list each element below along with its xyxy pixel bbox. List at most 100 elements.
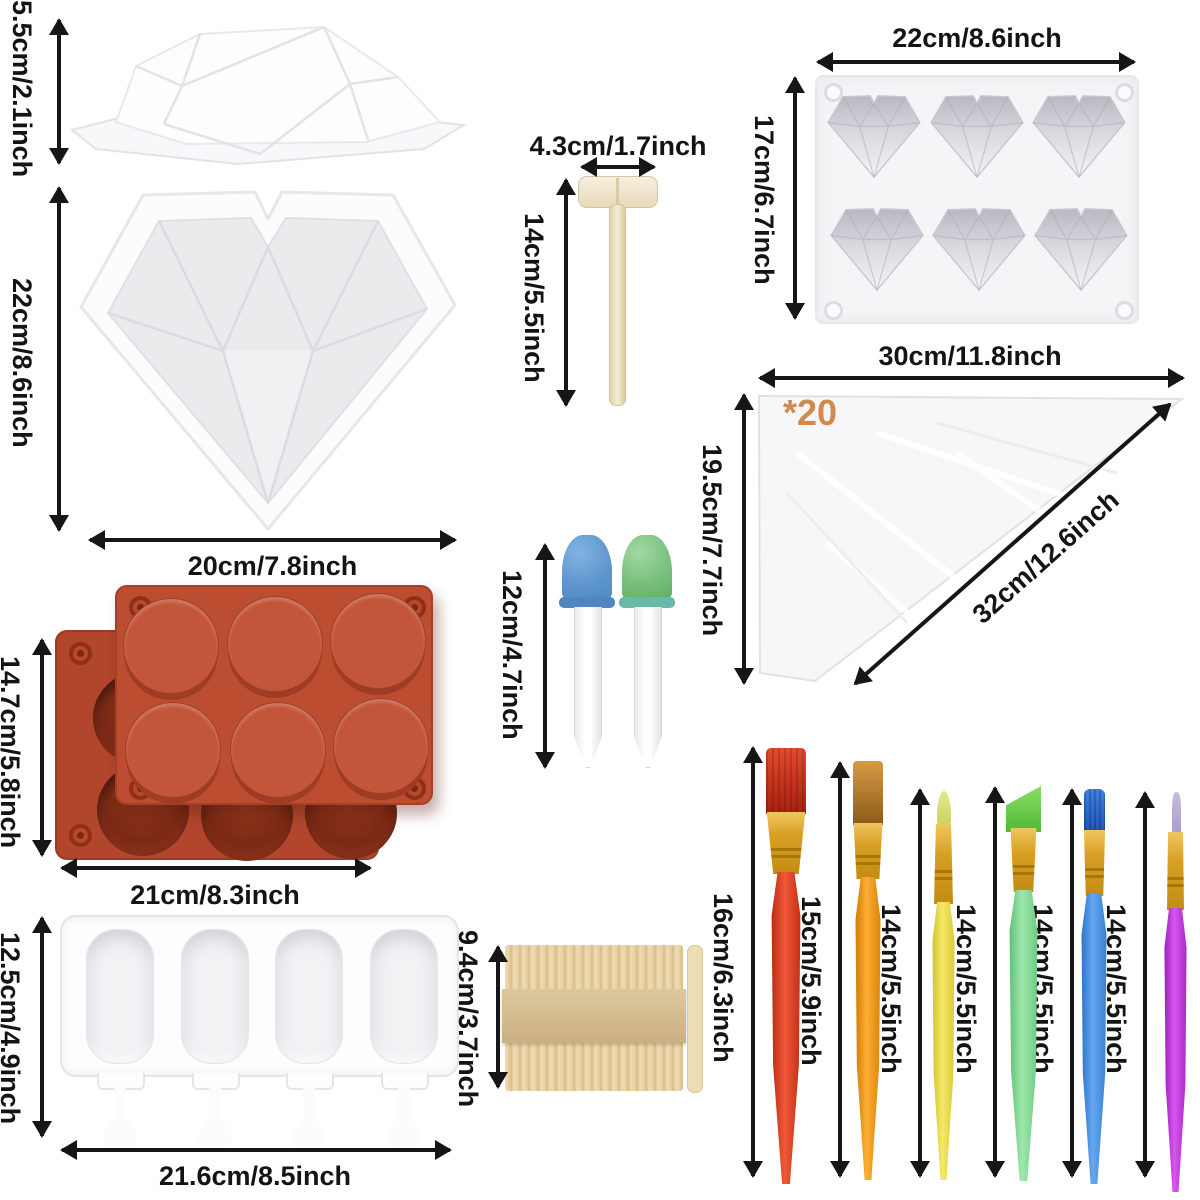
heart-height-label: 22cm/8.6inch [7,278,37,448]
bag-width-label: 30cm/11.8inch [878,341,1062,371]
dimension-arrow-brush-blue [1062,788,1082,1178]
dimension-arrow-brush-yellow [910,788,930,1178]
brush-yellow-length-label: 14cm/5.5inch [876,904,906,1074]
dimension-arrow-bag-height [734,393,754,685]
dimension-arrow-side-mold-height [49,18,69,165]
dimension-arrow-heart-height [49,186,69,532]
popsicle-stick-inserted [292,1085,326,1151]
cakesicle-cavity [370,929,438,1064]
brush-bristles [766,748,806,814]
dimension-arrow-tray-height [785,76,805,320]
brush-ferrule [853,823,883,879]
dimension-arrow-cakesicle-width [60,1140,452,1160]
dropper-length-label: 12cm/4.7inch [497,569,527,740]
dropper-tube [634,607,662,768]
brush-handle [1081,894,1107,1184]
brush-handle [932,902,955,1180]
mold-dome [114,25,442,146]
mallet-head [578,176,658,208]
dimension-arrow-dropper-length [535,543,555,769]
brush-ferrule [766,812,806,874]
dimension-arrow-brush-green [985,786,1005,1178]
tray-corner-hole [824,83,843,102]
heart-cavity-small [827,95,921,178]
mold-cylinder [123,598,219,694]
tray-height-label: 17cm/6.7inch [749,115,779,285]
dropper-tube [574,607,602,768]
bag-height-label: 19.5cm/7.7inch [697,444,727,637]
heart-cavity-small [1034,208,1128,291]
sticks-length-label: 9.4cm/3.7inch [453,929,483,1108]
popsicle-stick-inserted [103,1085,137,1151]
cakesicle-mold [60,915,459,1151]
popsicle-stick-inserted [387,1085,421,1151]
mallet-handle [609,204,626,406]
mold-cylinder [125,702,221,798]
dimension-arrow-heart-width [88,530,457,550]
piping-bag-shape [757,394,1185,683]
cylmold-height-label: 14.7cm/5.8inch [0,656,25,849]
mold-cylinder [227,596,323,692]
tray-corner-hole [824,301,843,320]
heart-mold-side-view [69,25,468,166]
brush-green-length-label: 14cm/5.5inch [951,904,981,1074]
dropper-bulb-blue [562,535,612,599]
cakesicle-cavity [181,929,249,1064]
heart-cavity-small [932,208,1026,291]
cakesicle-height-label: 12.5cm/4.9inch [0,931,25,1125]
mallet-width-label: 4.3cm/1.7inch [529,131,707,161]
mallet-length-label: 14cm/5.5inch [519,213,549,383]
brush-ferrule [1083,830,1106,896]
brush-handle [771,872,801,1184]
tray-width-label: 22cm/8.6inch [892,23,1062,53]
dropper-collar [619,597,675,608]
brush-bristles [937,791,951,826]
dimension-arrow-brush-orange [830,761,850,1178]
dimension-arrow-cylmold-height [32,638,52,857]
brush-bristles [853,761,883,825]
heart-tray-6-cavity [815,75,1139,324]
heart-cavity-small [830,208,924,291]
brush-bristles [1006,786,1041,832]
brush-bristles [1172,792,1181,834]
dimension-arrow-brush-purple [1135,791,1155,1178]
dropper-bulb-green [622,535,672,599]
cylmold-width-label: 21cm/8.3inch [130,880,300,910]
brush-ferrule [1167,832,1184,910]
dimension-arrow-cylmold-width [60,858,372,878]
brush-ferrule [934,824,953,904]
mold-screw [69,824,92,847]
heart-width-label: 20cm/7.8inch [187,551,358,581]
heart-cavity-small [930,95,1024,178]
brush-red-length-label: 16cm/6.3inch [708,892,738,1063]
dimension-arrow-mallet-width [580,157,656,177]
popsicle-stick-single [687,945,703,1093]
brush-orange-length-label: 15cm/5.9inch [796,896,826,1066]
mold-cylinder [330,593,426,689]
heart-mold-top-view [79,190,457,531]
tray-corner-hole [1115,83,1134,102]
mold-cylinder [230,702,326,798]
cakesicle-width-label: 21.6cm/8.5inch [158,1161,352,1191]
mold-cylinder [333,698,429,794]
dimension-arrow-cakesicle-height [32,916,52,1138]
tray-corner-hole [1115,301,1134,320]
sticks-paper-band [502,989,686,1043]
heart-cavity-small [1032,95,1126,178]
dimension-arrow-bag-width [758,368,1185,388]
cakesicle-cavity [275,929,343,1064]
brush-handle [855,877,881,1180]
dropper-collar [559,597,615,608]
dimension-arrow-mallet-length [556,178,576,407]
popsicle-sticks-bundle [502,945,686,1091]
dimension-arrow-tray-width [816,52,1136,72]
cylinder-mold-front [115,585,433,805]
cakesicle-cavity [86,929,154,1064]
dimension-arrow-sticks-length [488,945,508,1089]
brush-handle [1164,908,1187,1192]
dimension-arrow-brush-red [743,746,763,1178]
popsicle-stick-inserted [198,1085,232,1151]
brush-ferrule [1010,828,1037,892]
brush-handle [1009,890,1038,1181]
